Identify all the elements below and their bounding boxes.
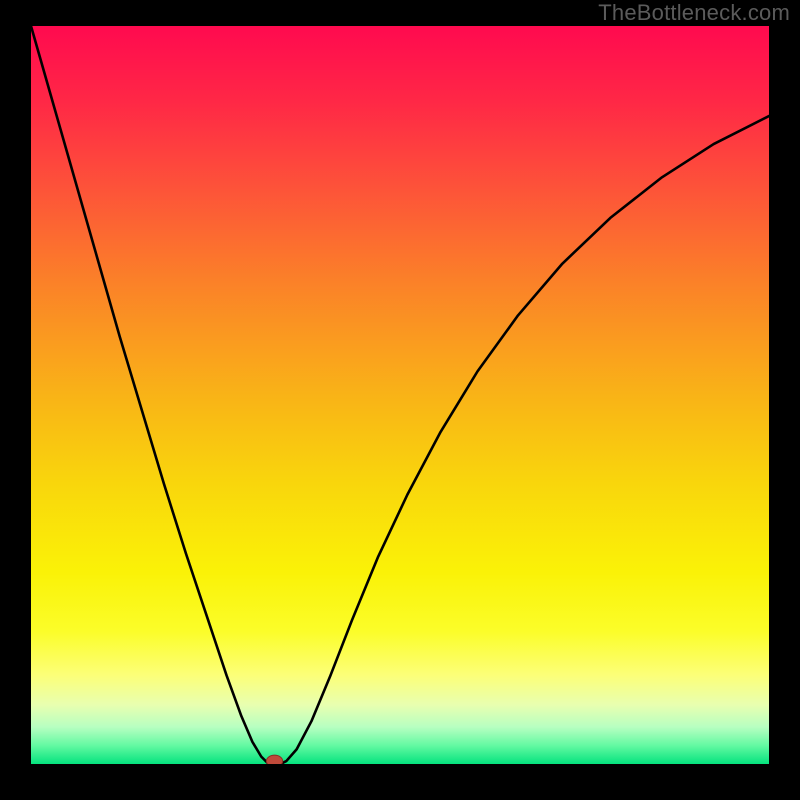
bottleneck-curve (31, 26, 769, 764)
chart-root: TheBottleneck.com (0, 0, 800, 800)
curve-layer (31, 26, 769, 764)
plot-area (31, 26, 769, 769)
chart-outer-frame (0, 0, 800, 800)
watermark-text: TheBottleneck.com (598, 0, 790, 26)
minimum-marker (266, 755, 282, 764)
